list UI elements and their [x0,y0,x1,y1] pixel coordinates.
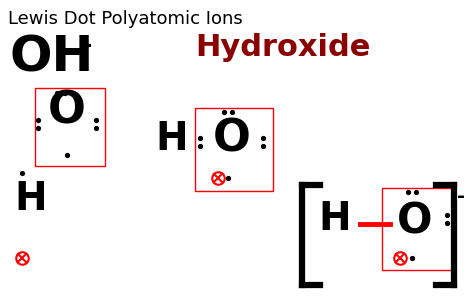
Text: H: H [318,200,351,238]
Text: O: O [213,118,251,161]
Text: O: O [397,200,433,242]
Text: O: O [48,90,86,133]
Bar [195,108,273,191]
Text: -: - [82,33,92,57]
Text: OH: OH [10,33,94,81]
Text: Hydroxide: Hydroxide [195,33,370,62]
Text: H: H [14,180,46,218]
Text: H: H [155,120,188,158]
Text: Lewis Dot Polyatomic Ions: Lewis Dot Polyatomic Ions [8,10,243,28]
Text: -: - [457,187,465,206]
Bar [382,188,452,270]
Bar [35,88,105,166]
